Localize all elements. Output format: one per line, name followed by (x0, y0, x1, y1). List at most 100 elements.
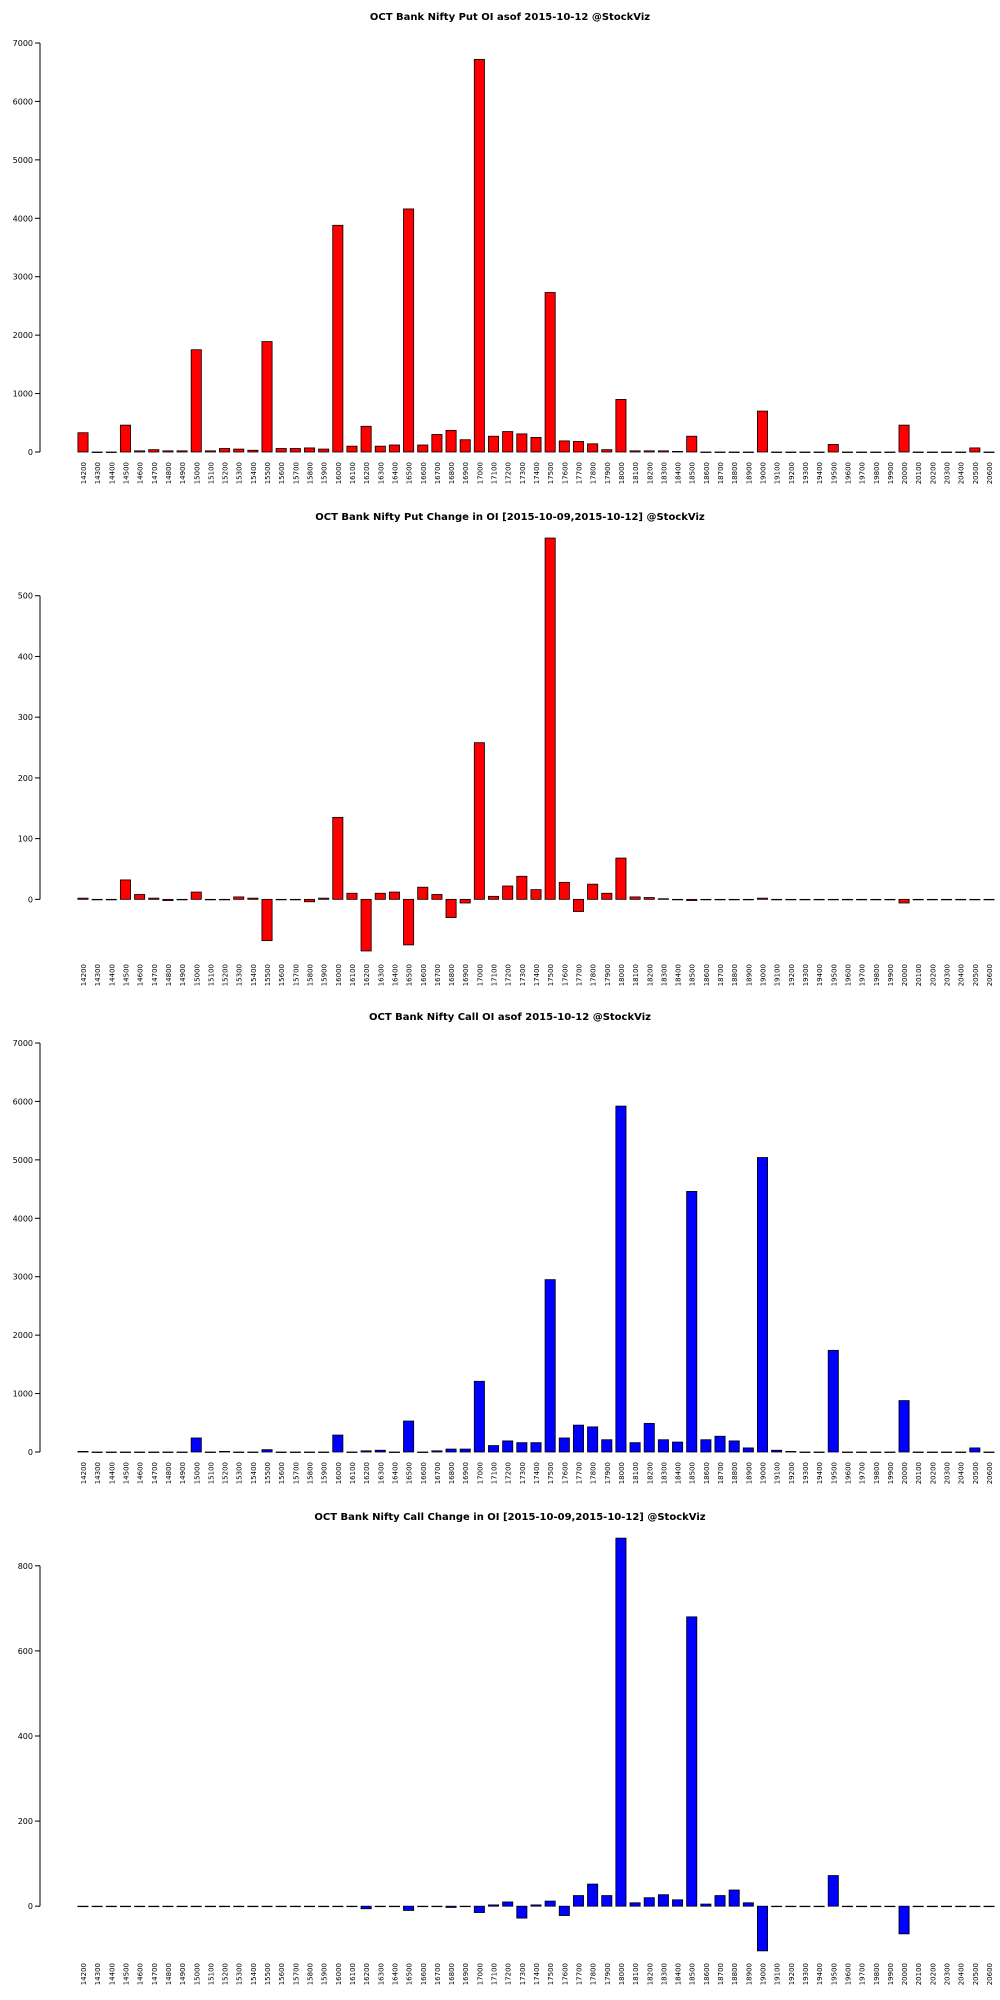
bar (388, 1451, 400, 1453)
x-tick-label: 19300 (802, 1462, 810, 1484)
x-tick-label: 15100 (207, 1963, 215, 1985)
bar (374, 445, 386, 453)
x-tick-label: 18400 (675, 1462, 683, 1484)
bar (615, 1105, 627, 1453)
y-tick-label: 800 (18, 1562, 33, 1571)
x-tick-label: 15200 (222, 964, 230, 986)
bar (77, 432, 89, 453)
x-tick-label: 17800 (590, 964, 598, 986)
bar (289, 448, 301, 453)
bar (488, 895, 500, 900)
x-tick-label: 20000 (901, 1963, 909, 1985)
x-tick-label: 16700 (434, 964, 442, 986)
bar (700, 1439, 712, 1453)
x-tick-label: 18500 (689, 1462, 697, 1484)
bar (700, 451, 712, 453)
x-tick-label: 19200 (788, 1462, 796, 1484)
x-tick-label: 17000 (476, 1963, 484, 1985)
bar (771, 898, 783, 901)
bar (785, 451, 797, 453)
x-tick-label: 19800 (873, 462, 881, 484)
x-tick-label: 16500 (406, 1963, 414, 1985)
x-tick-label: 17600 (561, 1462, 569, 1484)
bar (898, 1905, 910, 1935)
x-tick-label: 20200 (929, 1462, 937, 1484)
x-tick-label: 18900 (745, 964, 753, 986)
x-tick-label: 16700 (434, 1462, 442, 1484)
bar (686, 898, 698, 901)
x-tick-label: 15800 (307, 1963, 315, 1985)
bar (884, 898, 896, 901)
x-tick-label: 16600 (420, 1462, 428, 1484)
bar (261, 1449, 273, 1453)
x-tick-label: 15100 (207, 1462, 215, 1484)
x-tick-label: 14800 (165, 1963, 173, 1985)
y-tick-label: 7000 (13, 1039, 33, 1048)
bar (417, 1905, 429, 1908)
x-tick-label: 14700 (151, 462, 159, 484)
chart-title: OCT Bank Nifty Put OI asof 2015-10-12 @S… (370, 12, 650, 23)
bar (403, 1905, 415, 1911)
bar (799, 898, 811, 901)
x-tick-label: 17700 (575, 462, 583, 484)
x-tick-label: 20600 (986, 462, 994, 484)
bar (728, 898, 740, 901)
x-tick-label: 14200 (80, 964, 88, 986)
bar (431, 1450, 443, 1453)
x-tick-label: 20100 (915, 1462, 923, 1484)
bar (459, 439, 471, 453)
bar (898, 898, 910, 904)
bar (332, 816, 344, 900)
bar (148, 897, 160, 900)
x-tick-label: 17700 (575, 1963, 583, 1985)
bar (544, 537, 556, 900)
bar (912, 451, 924, 453)
bar (134, 450, 146, 453)
bar (346, 892, 358, 900)
x-tick-label: 17600 (561, 964, 569, 986)
x-tick-label: 18600 (703, 462, 711, 484)
bar (629, 896, 641, 900)
bar (289, 898, 301, 901)
bar (983, 898, 995, 901)
bar (360, 1905, 372, 1910)
x-tick-label: 18300 (660, 462, 668, 484)
x-tick-label: 19700 (859, 1462, 867, 1484)
x-tick-label: 14300 (94, 462, 102, 484)
x-tick-label: 17400 (533, 964, 541, 986)
bar (388, 1905, 400, 1908)
bar (771, 1905, 783, 1908)
bar (955, 1451, 967, 1453)
x-tick-label: 15700 (292, 1462, 300, 1484)
bar (91, 451, 103, 453)
x-tick-label: 17800 (590, 462, 598, 484)
x-tick-label: 16000 (335, 462, 343, 484)
bar (516, 433, 528, 453)
bar (572, 1895, 584, 1907)
bar (148, 1451, 160, 1453)
x-tick-label: 19300 (802, 462, 810, 484)
bar (841, 1451, 853, 1453)
bar (856, 1905, 868, 1908)
bar (544, 1900, 556, 1907)
bar (969, 447, 981, 453)
x-tick-label: 17800 (590, 1462, 598, 1484)
x-tick-label: 16300 (377, 1963, 385, 1985)
bar (77, 897, 89, 900)
bar (827, 898, 839, 901)
bar (176, 450, 188, 453)
x-tick-label: 17900 (604, 462, 612, 484)
bar (374, 892, 386, 900)
x-tick-label: 19600 (844, 1462, 852, 1484)
x-tick-label: 14200 (80, 462, 88, 484)
bar (247, 897, 259, 900)
x-tick-label: 16200 (363, 964, 371, 986)
bar (530, 1442, 542, 1453)
bar (516, 1442, 528, 1453)
x-tick-label: 14700 (151, 964, 159, 986)
bar (388, 444, 400, 453)
bar (431, 434, 443, 453)
bar (417, 444, 429, 453)
x-tick-label: 19700 (859, 462, 867, 484)
bar (162, 1451, 174, 1453)
